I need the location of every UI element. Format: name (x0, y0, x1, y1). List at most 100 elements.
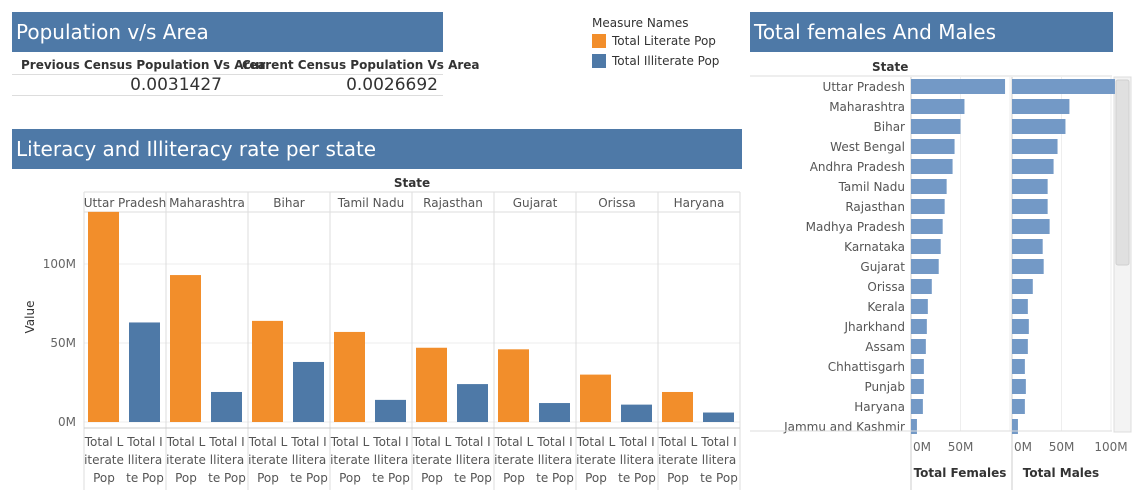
literacy-bar-literate (580, 374, 611, 422)
literacy-state-label: Haryana (674, 196, 725, 210)
literacy-measure-label: Pop (175, 471, 197, 485)
gender-state-label: Tamil Nadu (838, 180, 905, 194)
gender-bar-female (911, 199, 945, 214)
gender-chart: State Uttar Pradesh Maharashtra Bihar West B… (750, 60, 1132, 490)
gender-bar-male (1012, 339, 1028, 354)
literacy-bar-literate (170, 275, 201, 422)
literacy-state-label: Gujarat (513, 196, 558, 210)
literacy-measure-label: llitera (374, 453, 408, 467)
gender-bar-female (911, 179, 947, 194)
literacy-bar-illiterate (621, 404, 652, 422)
literacy-state-label: Bihar (273, 196, 305, 210)
literacy-measure-label: llitera (538, 453, 572, 467)
literacy-bar-literate (416, 347, 447, 422)
pop-area-header: Population v/s Area (12, 12, 443, 52)
literacy-bar-illiterate (211, 391, 242, 422)
gender-bar-female (911, 319, 927, 334)
legend-item-illiterate[interactable]: Total Illiterate Pop (592, 54, 719, 68)
literacy-measure-label: te Pop (618, 471, 656, 485)
gender-header: Total females And Males (750, 12, 1113, 52)
literacy-bar-literate (498, 349, 529, 422)
literacy-measure-label: Total L (576, 435, 616, 449)
gender-state-label: Uttar Pradesh (823, 80, 905, 94)
gender-females-xtick: 0M (913, 440, 931, 454)
gender-state-label: Karnataka (844, 240, 905, 254)
literacy-measure-label: Total L (248, 435, 288, 449)
literacy-state-axis-title: State (394, 176, 430, 190)
gender-state-label: Jharkhand (843, 320, 905, 334)
literacy-measure-label: te Pop (372, 471, 410, 485)
gender-bar-female (911, 399, 923, 414)
literacy-state-label: Rajasthan (423, 196, 483, 210)
gender-females-xtick: 50M (948, 440, 974, 454)
gender-state-label: Punjab (864, 380, 905, 394)
literacy-header: Literacy and Illiteracy rate per state (12, 129, 742, 169)
gender-bar-female (911, 379, 924, 394)
legend-item-literate[interactable]: Total Literate Pop (592, 34, 716, 48)
literacy-measure-label: llitera (702, 453, 736, 467)
gender-bar-female (911, 79, 1006, 94)
literacy-measure-label: iterate (166, 453, 206, 467)
literacy-bar-literate (252, 320, 283, 422)
gender-bar-female (911, 119, 961, 134)
literacy-bar-literate (334, 331, 365, 422)
literacy-measure-label: Total I (372, 435, 408, 449)
literacy-measure-label: Pop (421, 471, 443, 485)
gender-state-header: State (872, 60, 908, 74)
literacy-measure-label: Total I (700, 435, 736, 449)
literacy-bar-illiterate (457, 384, 488, 422)
gender-bar-male (1012, 239, 1043, 254)
gender-males-xtick: 50M (1049, 440, 1075, 454)
literacy-measure-label: iterate (330, 453, 370, 467)
gender-bar-male (1012, 299, 1028, 314)
gender-title: Total females And Males (754, 20, 996, 44)
literacy-measure-label: Pop (585, 471, 607, 485)
literacy-measure-label: iterate (84, 453, 124, 467)
literacy-measure-label: te Pop (536, 471, 574, 485)
literacy-measure-label: Pop (667, 471, 689, 485)
gender-state-label: Rajasthan (845, 200, 905, 214)
literacy-measure-label: Total L (166, 435, 206, 449)
gender-bar-female (911, 299, 928, 314)
gender-bar-male (1012, 139, 1058, 154)
literacy-measure-label: Total L (658, 435, 698, 449)
literacy-measure-label: te Pop (126, 471, 164, 485)
gender-bar-male (1012, 399, 1025, 414)
legend-label-literate: Total Literate Pop (612, 34, 716, 48)
literacy-measure-label: te Pop (700, 471, 738, 485)
gender-bar-female (911, 259, 939, 274)
literacy-measure-label: Pop (339, 471, 361, 485)
gender-males-axis-title: Total Males (1023, 466, 1099, 480)
literacy-bar-literate (88, 211, 119, 422)
literacy-measure-label: llitera (620, 453, 654, 467)
literacy-measure-label: Pop (503, 471, 525, 485)
literacy-state-label: Maharashtra (169, 196, 245, 210)
gender-bar-female (911, 239, 941, 254)
gender-bar-female (911, 159, 953, 174)
legend-title: Measure Names (592, 16, 689, 30)
literacy-measure-label: llitera (210, 453, 244, 467)
literacy-measure-label: iterate (494, 453, 534, 467)
gender-scrollbar-thumb[interactable] (1115, 79, 1130, 266)
gender-bar-male (1012, 159, 1054, 174)
literacy-ytick-label: 0M (58, 415, 76, 429)
literacy-bar-illiterate (293, 361, 324, 422)
literacy-measure-label: Pop (93, 471, 115, 485)
literacy-measure-label: llitera (128, 453, 162, 467)
gender-state-label: Madhya Pradesh (806, 220, 905, 234)
literacy-bar-illiterate (539, 403, 570, 422)
literacy-state-label: Orissa (598, 196, 636, 210)
literacy-measure-label: Total I (208, 435, 244, 449)
literacy-measure-label: llitera (292, 453, 326, 467)
kpi-divider (12, 74, 443, 75)
literacy-measure-label: te Pop (208, 471, 246, 485)
literacy-ytick-label: 50M (50, 336, 76, 350)
curr-census-label: Current Census Population Vs Area (242, 58, 480, 72)
gender-bar-female (911, 279, 932, 294)
gender-state-label: Maharashtra (829, 100, 905, 114)
gender-bar-female (911, 139, 955, 154)
pop-area-title: Population v/s Area (16, 20, 209, 44)
gender-state-label: Orissa (867, 280, 905, 294)
literacy-measure-label: llitera (456, 453, 490, 467)
gender-females-axis-title: Total Females (914, 466, 1007, 480)
